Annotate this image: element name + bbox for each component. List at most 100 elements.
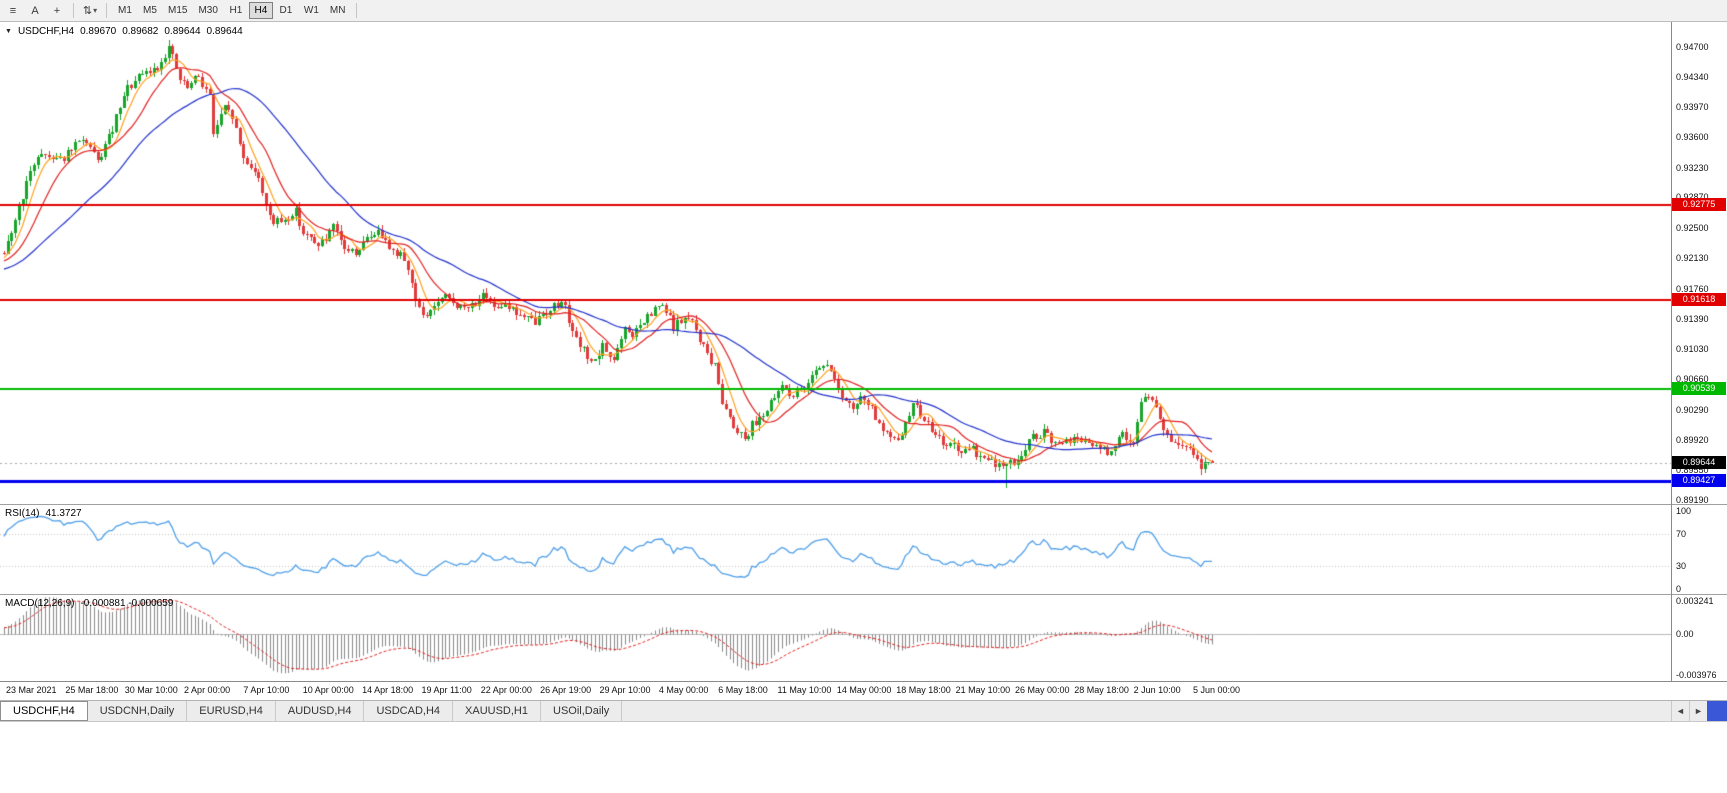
- bid-price-badge: 0.89644: [1672, 455, 1726, 469]
- time-axis-label: 26 May 00:00: [1014, 685, 1070, 695]
- chart-tab-usdcad[interactable]: USDCAD,H4: [364, 701, 454, 721]
- price-axis-separator: [1671, 22, 1672, 681]
- chart-tab-xauusd[interactable]: XAUUSD,H1: [453, 701, 541, 721]
- timeframe-group: M1 M5 M15 M30 H1 H4 D1 W1 MN: [113, 2, 350, 19]
- charts-list-icon[interactable]: ≡: [9, 4, 17, 17]
- time-axis-label: 14 May 00:00: [836, 685, 892, 695]
- tab-scroll-right-button[interactable]: ►: [1689, 701, 1707, 721]
- time-axis-label: 26 Apr 19:00: [540, 685, 592, 695]
- hline-price-badge: 0.89427: [1672, 473, 1726, 487]
- rsi-name: RSI(14): [5, 508, 40, 519]
- panel-separator[interactable]: [0, 504, 1727, 505]
- time-axis-label: 10 Apr 00:00: [302, 685, 354, 695]
- timeframe-button-m5[interactable]: M5: [143, 5, 157, 16]
- price-axis-label: 0.94700: [1676, 42, 1709, 52]
- hline-price-badge: 0.92775: [1672, 198, 1726, 212]
- chart-tab-usoil[interactable]: USOil,Daily: [541, 701, 623, 721]
- crosshair-icon[interactable]: +: [53, 4, 61, 17]
- time-axis-label: 2 Apr 00:00: [184, 685, 231, 695]
- toolbar-separator: [106, 3, 107, 18]
- price-axis-label: 0.89550: [1676, 465, 1709, 476]
- time-axis-label: 7 Apr 10:00: [243, 685, 290, 695]
- toolbar-separator: [356, 3, 358, 18]
- price-axis-label: 0.91390: [1676, 314, 1709, 325]
- dropdown-caret-icon: ▾: [93, 6, 98, 15]
- time-axis-label: 11 May 10:00: [777, 685, 832, 695]
- rsi-panel-canvas[interactable]: [0, 505, 1671, 594]
- timeframe-button-d1[interactable]: D1: [279, 5, 293, 16]
- tab-bar-spacer: [622, 701, 1671, 721]
- price-axis-label: 0.92870: [1676, 192, 1709, 203]
- cycle-tool-icon[interactable]: ⇅ ▾: [80, 2, 100, 20]
- time-axis-label: 22 Apr 00:00: [480, 685, 532, 695]
- time-axis-label: 6 May 18:00: [718, 685, 768, 695]
- time-axis-label: 2 Jun 10:00: [1133, 685, 1181, 695]
- chart-tabs: USDCHF,H4 USDCNH,Daily EURUSD,H4 AUDUSD,H4 U…: [0, 701, 623, 721]
- macd-values: -0.000881 -0.000659: [80, 598, 174, 609]
- time-axis-labels: 23 Mar 2021 25 Mar 18:00 30 Mar 10:00 2 Apr…: [0, 682, 1727, 698]
- rsi-axis-label: 70: [1676, 529, 1687, 540]
- chart-tab-bar: USDCHF,H4 USDCNH,Daily EURUSD,H4 AUDUSD,H4 U…: [0, 700, 1727, 722]
- tab-bar-corner-accent: [1707, 701, 1727, 721]
- toolbar: ≡ A + ⇅ ▾ M1 M5 M15 M30 H1 H4 D1 W1 MN: [0, 0, 1727, 22]
- rsi-value: 41.3727: [45, 508, 82, 519]
- macd-indicator-label: MACD(12,26,9) -0.000881 -0.000659: [5, 598, 173, 609]
- high-value: 0.89682: [122, 26, 159, 37]
- price-axis-label: 0.92500: [1676, 222, 1709, 233]
- time-axis-label: 5 Jun 00:00: [1193, 685, 1241, 695]
- price-axis-label: 0.91030: [1676, 343, 1709, 354]
- main-chart-canvas[interactable]: [0, 22, 1671, 504]
- hline-price-badge: 0.91618: [1672, 293, 1726, 307]
- time-axis-label: 21 May 10:00: [955, 685, 1011, 695]
- time-axis-label: 18 May 18:00: [896, 685, 951, 695]
- price-axis-label: 0.93230: [1676, 162, 1709, 173]
- macd-panel-canvas[interactable]: [0, 595, 1671, 681]
- timeframe-button-m15[interactable]: M15: [168, 5, 188, 16]
- macd-name: MACD(12,26,9): [5, 598, 75, 609]
- close-value: 0.89644: [206, 26, 243, 37]
- time-axis-label: 29 Apr 10:00: [599, 685, 651, 695]
- open-value: 0.89670: [80, 26, 117, 37]
- tab-scroll-left-button[interactable]: ◄: [1671, 701, 1689, 721]
- macd-axis-label: -0.003976: [1676, 670, 1717, 680]
- chart-tab-audusd[interactable]: AUDUSD,H4: [275, 701, 365, 721]
- toolbar-separator: [73, 3, 74, 18]
- timeframe-button-m30[interactable]: M30: [198, 5, 218, 16]
- timeframe-button-m1[interactable]: M1: [118, 5, 132, 16]
- rsi-axis-label: 100: [1676, 506, 1692, 516]
- one-click-collapse-icon[interactable]: ▼: [5, 28, 12, 35]
- price-axis-label: 0.93600: [1676, 132, 1709, 143]
- price-axis-label: 0.89920: [1676, 434, 1709, 445]
- price-axis-label: 0.92130: [1676, 253, 1709, 264]
- low-value: 0.89644: [164, 26, 201, 37]
- symbol-period-label: USDCHF,H4: [17, 26, 75, 37]
- time-axis-label: 19 Apr 11:00: [421, 685, 472, 695]
- timeframe-button-h4[interactable]: H4: [248, 2, 273, 19]
- time-axis[interactable]: 23 Mar 2021 25 Mar 18:00 30 Mar 10:00 2 Apr…: [0, 681, 1727, 698]
- time-axis-label: 28 May 18:00: [1074, 685, 1129, 695]
- timeframe-button-h1[interactable]: H1: [229, 5, 243, 16]
- timeframe-button-w1[interactable]: W1: [303, 5, 319, 16]
- chart-tab-usdcnh[interactable]: USDCNH,Daily: [87, 701, 188, 721]
- price-axis-label: 0.93970: [1676, 102, 1709, 113]
- hline-price-badge: 0.90539: [1672, 382, 1726, 396]
- timeframe-button-mn[interactable]: MN: [329, 5, 346, 16]
- price-axis-label: 0.91760: [1676, 283, 1709, 294]
- text-tool-icon[interactable]: A: [31, 4, 39, 17]
- price-axis-label: 0.94340: [1676, 71, 1709, 82]
- panel-separator[interactable]: [0, 594, 1727, 595]
- price-axis-label: 0.90660: [1676, 374, 1709, 385]
- time-axis-label: 23 Mar 2021: [6, 685, 57, 695]
- chart-tab-usdchf[interactable]: USDCHF,H4: [0, 701, 88, 721]
- time-axis-label: 4 May 00:00: [658, 685, 709, 695]
- macd-axis-label: 0.00: [1676, 629, 1694, 640]
- rsi-indicator-label: RSI(14) 41.3727: [5, 508, 82, 519]
- chart-ohlc-header: ▼ USDCHF,H4 0.89670 0.89682 0.89644 0.89…: [5, 26, 243, 37]
- time-axis-label: 25 Mar 18:00: [65, 685, 119, 695]
- time-axis-label: 14 Apr 18:00: [362, 685, 414, 695]
- rsi-axis-label: 0: [1676, 584, 1682, 594]
- cycle-arrows-icon: ⇅: [82, 5, 93, 17]
- chart-tab-eurusd[interactable]: EURUSD,H4: [187, 701, 276, 721]
- macd-axis-label: 0.003241: [1676, 596, 1714, 606]
